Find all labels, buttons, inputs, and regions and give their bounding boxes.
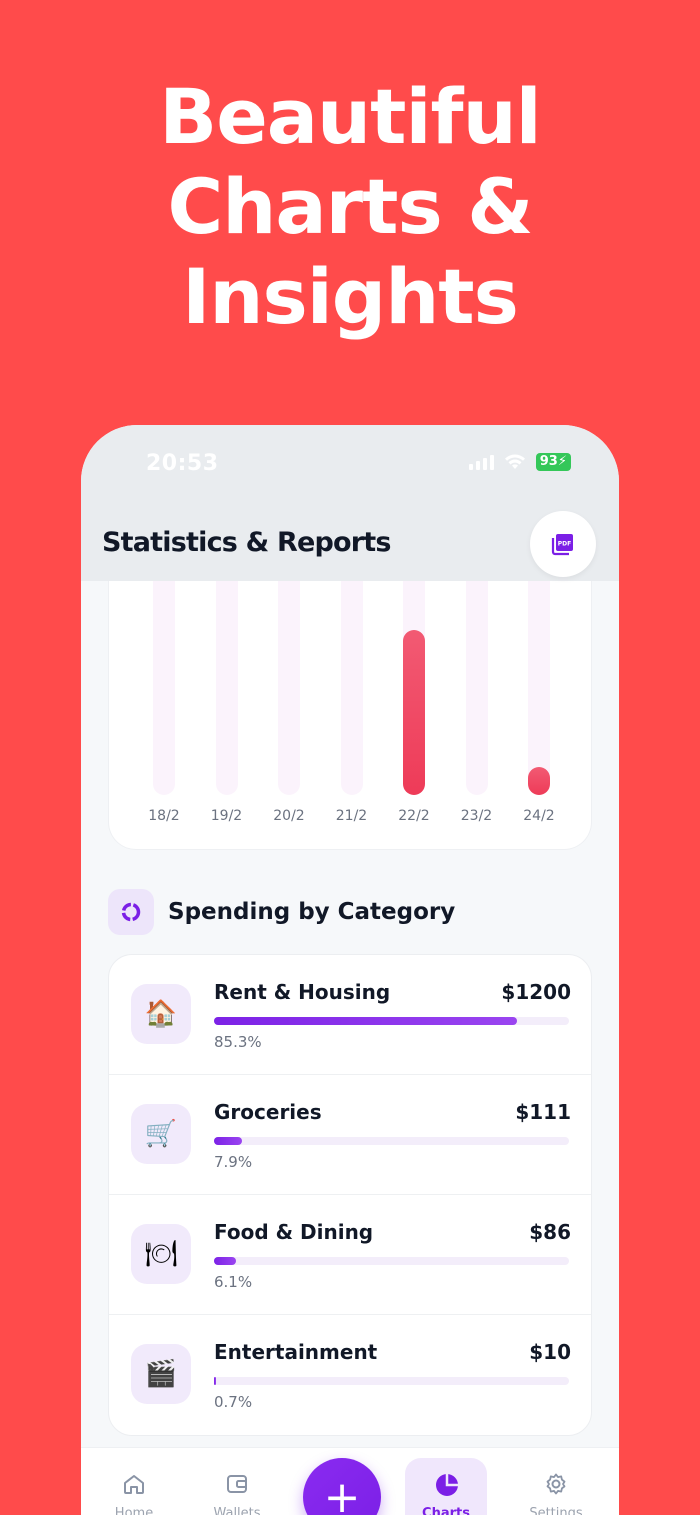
phone-screen: 20:53 93⚡ Statistics & Reports PDF 18/2 1… [81, 425, 619, 1515]
home-icon [124, 1475, 144, 1494]
daily-spending-chart: 18/2 19/2 20/2 21/2 22/2 23/2 24/2 [108, 555, 592, 850]
category-row[interactable]: 🎬 Entertainment $10 0.7% [109, 1315, 591, 1435]
top-bar: 20:53 93⚡ Statistics & Reports PDF [81, 425, 619, 581]
category-row[interactable]: 🏠 Rent & Housing $1200 85.3% [109, 955, 591, 1075]
plus-icon: + [323, 1471, 361, 1515]
pdf-export-button[interactable]: PDF [530, 511, 596, 577]
bar-track [153, 555, 175, 795]
battery-icon: 93⚡ [535, 453, 571, 471]
spending-section-header: Spending by Category [108, 889, 455, 935]
headline-line-3: Insights [182, 252, 519, 341]
category-amount: $111 [515, 1100, 571, 1124]
category-row[interactable]: 🛒 Groceries $111 7.9% [109, 1075, 591, 1195]
nav-charts-label: Charts [422, 1506, 470, 1515]
house-icon: 🏠 [131, 984, 191, 1044]
nav-wallets-label: Wallets [213, 1506, 261, 1515]
category-progress-fill [214, 1377, 217, 1385]
category-name: Groceries [214, 1100, 322, 1124]
page-title: Statistics & Reports [102, 527, 391, 558]
category-percent: 85.3% [214, 1033, 262, 1051]
x-tick-label: 20/2 [273, 808, 305, 824]
category-percent: 6.1% [214, 1273, 253, 1291]
category-progress-track [214, 1017, 569, 1025]
x-tick-label: 18/2 [148, 808, 180, 824]
add-transaction-button[interactable]: + [303, 1458, 381, 1515]
category-progress-fill [214, 1257, 236, 1265]
shopping-cart-icon: 🛒 [131, 1104, 191, 1164]
category-percent: 0.7% [214, 1393, 253, 1411]
nav-settings[interactable]: Settings [516, 1448, 596, 1515]
category-progress-track [214, 1137, 569, 1145]
pdf-export-icon: PDF [551, 534, 573, 556]
wifi-icon [504, 454, 525, 469]
chart-bar[interactable] [403, 629, 425, 795]
bar-track [465, 555, 488, 795]
category-name: Entertainment [214, 1340, 378, 1364]
battery-level: 93 [539, 454, 558, 469]
status-time: 20:53 [146, 451, 219, 476]
nav-wallets[interactable]: Wallets [197, 1448, 277, 1515]
x-tick-label: 19/2 [210, 808, 243, 824]
signal-icon [468, 454, 494, 470]
category-list: 🏠 Rent & Housing $1200 85.3% 🛒 Groceries… [108, 954, 592, 1436]
category-name: Rent & Housing [214, 980, 391, 1004]
headline-line-1: Beautiful [159, 72, 541, 161]
category-amount: $86 [529, 1220, 571, 1244]
gear-icon [546, 1473, 566, 1495]
chart-bar[interactable] [528, 766, 550, 795]
category-amount: $10 [529, 1340, 571, 1364]
x-tick-label: 24/2 [523, 808, 555, 824]
category-progress-track [214, 1257, 569, 1265]
nav-home-label: Home [114, 1506, 154, 1515]
pie-chart-icon [436, 1474, 458, 1496]
bar-track [340, 555, 363, 795]
category-progress-fill [214, 1137, 243, 1145]
x-tick-label: 22/2 [398, 808, 430, 824]
category-percent: 7.9% [214, 1153, 253, 1171]
x-tick-label: 21/2 [335, 808, 368, 824]
category-progress-track [214, 1377, 569, 1385]
svg-text:PDF: PDF [558, 541, 571, 548]
category-amount: $1200 [501, 980, 571, 1004]
bar-track [278, 555, 300, 795]
headline-line-2: Charts & [167, 162, 534, 251]
marketing-headline: Beautiful Charts & Insights [0, 72, 700, 342]
category-row[interactable]: 🍽 Food & Dining $86 6.1% [109, 1195, 591, 1315]
section-title: Spending by Category [168, 899, 456, 925]
category-progress-fill [214, 1017, 517, 1025]
category-name: Food & Dining [214, 1220, 374, 1244]
status-icons: 93⚡ [468, 453, 571, 471]
nav-charts[interactable]: Charts [406, 1448, 486, 1515]
wallet-icon [227, 1475, 247, 1493]
x-tick-label: 23/2 [460, 808, 493, 824]
bar-track [528, 555, 550, 795]
plate-cutlery-icon: 🍽 [131, 1224, 191, 1284]
bar-track [215, 555, 238, 795]
clapperboard-icon: 🎬 [131, 1344, 191, 1404]
nav-home[interactable]: Home [94, 1448, 174, 1515]
nav-settings-label: Settings [529, 1506, 583, 1515]
donut-chart-icon [108, 889, 154, 935]
